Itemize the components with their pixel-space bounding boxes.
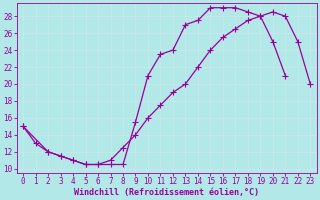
X-axis label: Windchill (Refroidissement éolien,°C): Windchill (Refroidissement éolien,°C) <box>74 188 259 197</box>
